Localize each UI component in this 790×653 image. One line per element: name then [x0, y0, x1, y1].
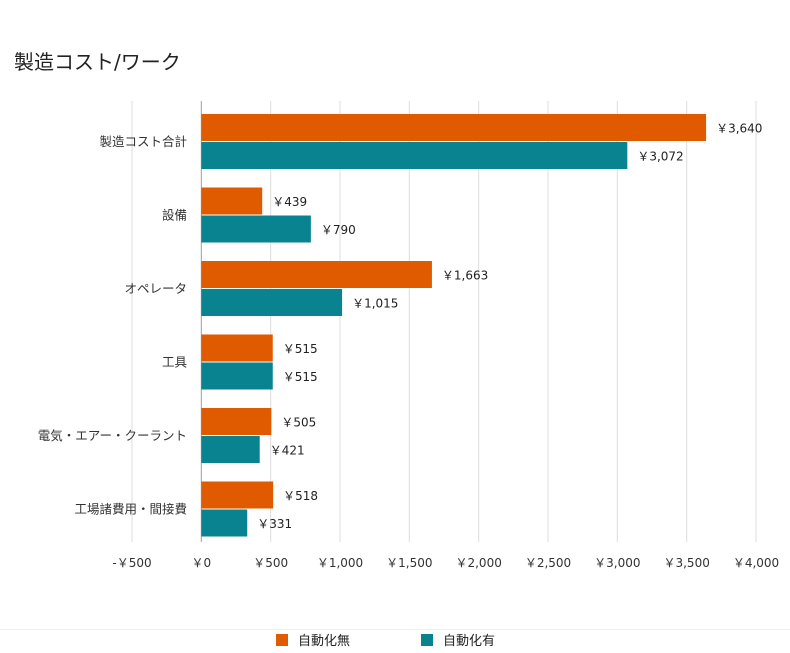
category-label-3: 工具: [162, 355, 188, 370]
category-label-4: 電気・エアー・クーラント: [38, 428, 187, 443]
legend-item-series-2[interactable]: 自動化有: [421, 630, 495, 649]
bar-s2-c3: [201, 363, 272, 390]
bar-s2-c1: [201, 216, 311, 243]
x-tick-label-2: ￥500: [253, 556, 288, 570]
x-tick-label-0: -￥500: [112, 556, 151, 570]
legend-swatch-series-1: [276, 634, 288, 646]
x-tick-label-1: ￥0: [192, 556, 212, 570]
x-tick-label-7: ￥3,000: [594, 556, 640, 570]
x-tick-label-6: ￥2,500: [525, 556, 571, 570]
data-label-s2-c2: ￥1,015: [352, 297, 398, 311]
data-label-s2-c0: ￥3,072: [637, 150, 683, 164]
category-label-1: 設備: [162, 208, 187, 223]
x-tick-label-9: ￥4,000: [733, 556, 779, 570]
legend-label-series-1: 自動化無: [298, 630, 350, 649]
bar-s2-c2: [201, 289, 342, 316]
bar-s1-c1: [201, 188, 262, 215]
x-tick-label-3: ￥1,000: [317, 556, 363, 570]
x-tick-label-4: ￥1,500: [386, 556, 432, 570]
data-label-s2-c4: ￥421: [270, 444, 305, 458]
data-label-s1-c5: ￥518: [283, 489, 318, 503]
bar-s2-c4: [201, 436, 259, 463]
data-label-s1-c3: ￥515: [283, 342, 318, 356]
bar-s2-c5: [201, 510, 247, 537]
data-label-s2-c1: ￥790: [321, 223, 356, 237]
bar-s2-c0: [201, 142, 627, 169]
x-tick-label-8: ￥3,500: [663, 556, 709, 570]
data-label-s1-c0: ￥3,640: [716, 122, 762, 136]
legend-label-series-2: 自動化有: [443, 630, 495, 649]
x-tick-label-5: ￥2,000: [455, 556, 501, 570]
category-label-5: 工場諸費用・間接費: [74, 502, 187, 517]
data-label-s1-c1: ￥439: [272, 195, 307, 209]
bar-s1-c4: [201, 408, 271, 435]
category-label-0: 製造コスト合計: [99, 134, 187, 149]
bar-s1-c3: [201, 335, 272, 362]
bar-s1-c2: [201, 261, 432, 288]
data-label-s2-c5: ￥331: [257, 517, 292, 531]
data-label-s1-c4: ￥505: [281, 416, 316, 430]
category-label-2: オペレータ: [124, 281, 187, 296]
data-label-s1-c2: ￥1,663: [442, 269, 488, 283]
bar-chart: -￥500 ￥0 ￥500 ￥1,000 ￥1,500 ￥2,000 ￥2,500 ￥3,00…: [0, 0, 790, 625]
legend-item-series-1[interactable]: 自動化無: [276, 630, 350, 649]
legend-swatch-series-2: [421, 634, 433, 646]
bar-s1-c5: [201, 482, 273, 509]
bar-s1-c0: [201, 114, 706, 141]
legend: 自動化無 自動化有: [0, 630, 790, 653]
data-label-s2-c3: ￥515: [283, 370, 318, 384]
